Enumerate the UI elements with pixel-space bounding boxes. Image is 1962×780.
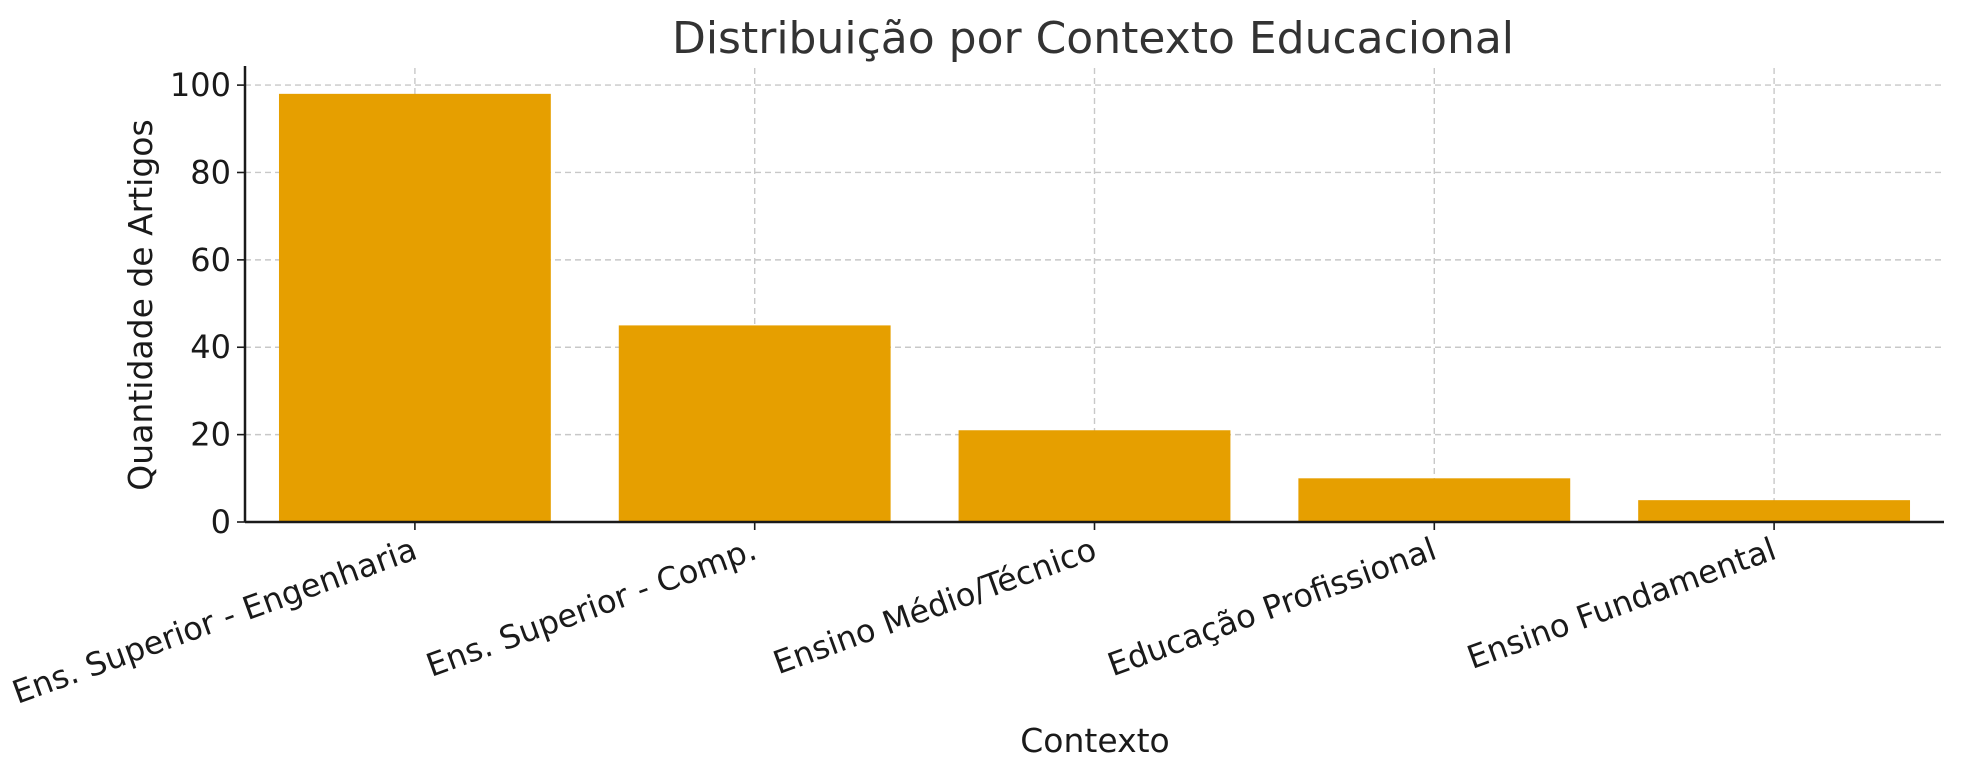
y-tick-label: 0	[211, 503, 231, 541]
x-tick-label: Ens. Superior - Comp.	[421, 530, 761, 685]
bar	[1298, 478, 1571, 522]
bars-layer	[278, 93, 1911, 522]
x-axis-label: Contexto	[1020, 721, 1169, 760]
x-tick-label: Ensino Fundamental	[1462, 530, 1781, 677]
bar	[618, 325, 891, 522]
x-tick-label: Educação Profissional	[1102, 530, 1441, 684]
bar	[958, 430, 1231, 522]
chart-title: Distribuição por Contexto Educacional	[672, 13, 1514, 64]
y-axis-label: Quantidade de Artigos	[121, 119, 160, 490]
y-tick-label: 80	[190, 153, 231, 191]
x-tick-label: Ens. Superior - Engenharia	[7, 530, 421, 712]
y-tick-label: 100	[170, 66, 231, 104]
bar	[1638, 500, 1911, 522]
x-tick-label: Ensino Médio/Técnico	[768, 530, 1101, 682]
y-tick-label: 60	[190, 241, 231, 279]
y-tick-label: 40	[190, 328, 231, 366]
y-tick-label: 20	[190, 416, 231, 454]
bar	[278, 93, 551, 522]
